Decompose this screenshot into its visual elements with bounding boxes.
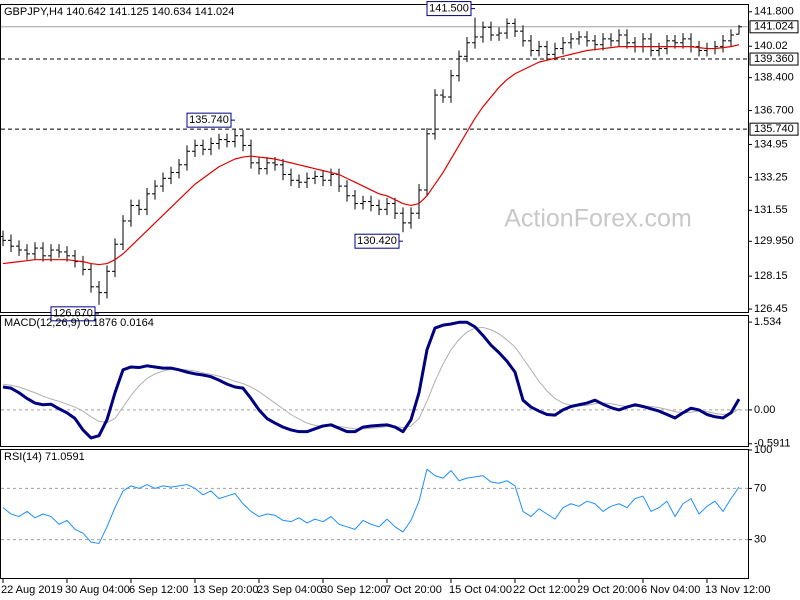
y-tick-label: 133.25: [754, 171, 788, 183]
x-tick-label: 29 Oct 20:00: [577, 584, 640, 596]
y-tick-label: 0.00: [754, 404, 775, 416]
panel-frame: [0, 449, 749, 579]
y-tick-label: -0.5911: [754, 438, 791, 450]
y-tick-label: 141.800: [754, 6, 794, 18]
y-tick-label: 140.02: [754, 40, 788, 52]
y-tick-label: 138.400: [754, 72, 794, 84]
x-tick-label: 6 Sep 12:00: [129, 584, 188, 596]
y-tick-label: 70: [754, 482, 766, 494]
y-tick-label: 128.15: [754, 270, 788, 282]
price-tag: [749, 122, 799, 136]
indicator-line: [2, 326, 740, 430]
y-tick-label: 131.55: [754, 204, 788, 216]
annotation-label: 130.420: [357, 235, 397, 247]
annotation-box: [426, 1, 472, 17]
price-tag: [749, 52, 799, 66]
annotation-box: [186, 112, 232, 128]
x-tick-label: 22 Oct 12:00: [513, 584, 576, 596]
y-tick-label: 136.700: [754, 104, 794, 116]
price-tag-label: 135.740: [754, 123, 794, 135]
price-tag: [749, 20, 799, 34]
x-tick-label: 22 Aug 2019: [1, 584, 63, 596]
x-tick-label: 7 Oct 20:00: [385, 584, 442, 596]
x-tick-label: 15 Oct 04:00: [449, 584, 512, 596]
watermark: ActionForex.com: [504, 205, 692, 233]
y-tick-label: 129.950: [754, 235, 794, 247]
indicator-line: [2, 320, 741, 440]
y-tick-label: 126.45: [754, 303, 788, 315]
y-tick-label: 1.534: [754, 316, 782, 328]
moving-average: [2, 44, 740, 266]
x-tick-label: 23 Sep 04:00: [257, 584, 322, 596]
panel-title: GBPJPY,H4 140.642 141.125 140.634 141.02…: [4, 6, 234, 18]
price-tag-label: 139.360: [754, 53, 794, 65]
y-tick-label: 134.95: [754, 138, 788, 150]
panel-frame: [0, 315, 749, 447]
x-tick-label: 30 Aug 04:00: [65, 584, 130, 596]
x-tick-label: 13 Nov 12:00: [705, 584, 770, 596]
panel-title: MACD(12,26,9) 0.1876 0.0164: [4, 317, 154, 329]
y-tick-label: 30: [754, 534, 766, 546]
x-tick-label: 30 Sep 12:00: [321, 584, 386, 596]
panel-title: RSI(14) 71.0591: [4, 451, 85, 463]
x-tick-label: 13 Sep 20:00: [193, 584, 258, 596]
annotation-label: 141.500: [429, 2, 469, 14]
annotation-box: [354, 233, 400, 249]
panel-frame: [0, 4, 749, 313]
y-tick-label: 100: [754, 444, 772, 456]
annotation-label: 126.670: [53, 308, 93, 320]
x-tick-label: 6 Nov 04:00: [641, 584, 700, 596]
annotation-box: [50, 306, 96, 322]
price-tag-label: 141.024: [754, 21, 794, 33]
indicator-line: [2, 468, 740, 544]
annotation-label: 135.740: [189, 114, 229, 126]
